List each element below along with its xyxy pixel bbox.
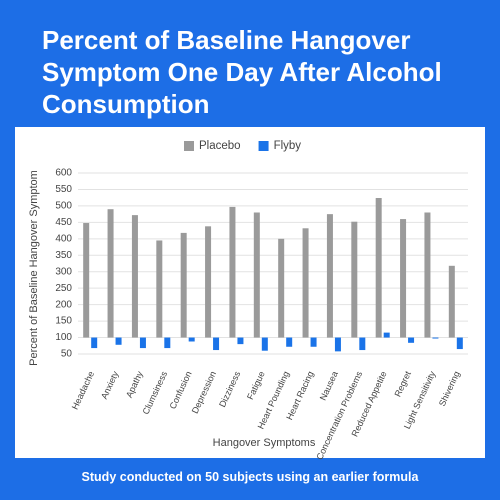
bar: [91, 337, 98, 349]
bar: [213, 337, 220, 351]
bar: [237, 337, 244, 345]
legend-swatch: [258, 141, 269, 151]
y-tick-label: 50: [61, 349, 73, 360]
x-tick-label: Confusion: [167, 370, 193, 411]
bar: [302, 228, 309, 338]
x-tick-label: Anxiety: [99, 369, 121, 400]
bar: [83, 223, 90, 338]
y-tick-label: 400: [55, 233, 72, 244]
x-tick-label: Dizziness: [217, 369, 243, 409]
bar: [408, 337, 415, 343]
bar: [424, 212, 431, 338]
x-tick-label: Concentration Problems: [314, 369, 364, 461]
chart-title: Percent of Baseline Hangover Symptom One…: [42, 25, 442, 119]
bar: [205, 226, 212, 338]
footnote: Study conducted on 50 subjects using an …: [81, 470, 419, 484]
y-tick-label: 300: [55, 266, 72, 277]
bar: [180, 232, 187, 338]
x-tick-label: Nausea: [318, 370, 340, 402]
bar: [188, 337, 195, 342]
bar: [448, 265, 455, 338]
bar: [286, 337, 293, 347]
y-tick-label: 500: [55, 201, 72, 212]
bar: [400, 219, 407, 338]
y-tick-label: 100: [55, 332, 72, 343]
bar: [359, 337, 366, 351]
bar: [139, 337, 146, 349]
x-tick-label: Apathy: [124, 369, 145, 399]
y-tick-label: 250: [55, 283, 72, 294]
chart-panel: [15, 127, 485, 458]
legend-label: Flyby: [274, 140, 302, 152]
y-tick-label: 600: [55, 168, 72, 179]
x-tick-label: Clumsiness: [141, 369, 170, 416]
bar: [107, 209, 114, 338]
bar: [351, 221, 358, 338]
bar: [115, 337, 122, 345]
bar: [131, 215, 138, 338]
y-tick-label: 550: [55, 184, 72, 195]
bar: [432, 337, 439, 339]
x-tick-label: Regret: [393, 369, 414, 398]
bar: [253, 212, 260, 338]
y-tick-label: 450: [55, 217, 72, 228]
bar: [383, 332, 390, 338]
x-tick-label: Shivering: [437, 370, 462, 408]
x-tick-label: Depression: [190, 370, 218, 415]
y-tick-label: 150: [55, 316, 72, 327]
bar: [310, 337, 317, 347]
bar: [164, 337, 171, 349]
bar: [261, 337, 268, 351]
bar: [229, 206, 236, 338]
bar: [456, 337, 463, 350]
x-tick-label: Fatigue: [245, 370, 267, 401]
bar: [156, 240, 163, 338]
y-tick-label: 350: [55, 250, 72, 261]
y-axis-title: Percent of Baseline Hangover Symptom: [28, 170, 40, 366]
bar: [334, 337, 341, 352]
x-tick-label: Headache: [70, 370, 96, 411]
bar: [278, 238, 285, 338]
y-tick-label: 200: [55, 299, 72, 310]
legend-label: Placebo: [199, 140, 241, 152]
bar: [326, 214, 333, 338]
x-axis-title: Hangover Symptoms: [213, 437, 316, 449]
bar: [375, 198, 382, 338]
legend-swatch: [184, 141, 194, 151]
